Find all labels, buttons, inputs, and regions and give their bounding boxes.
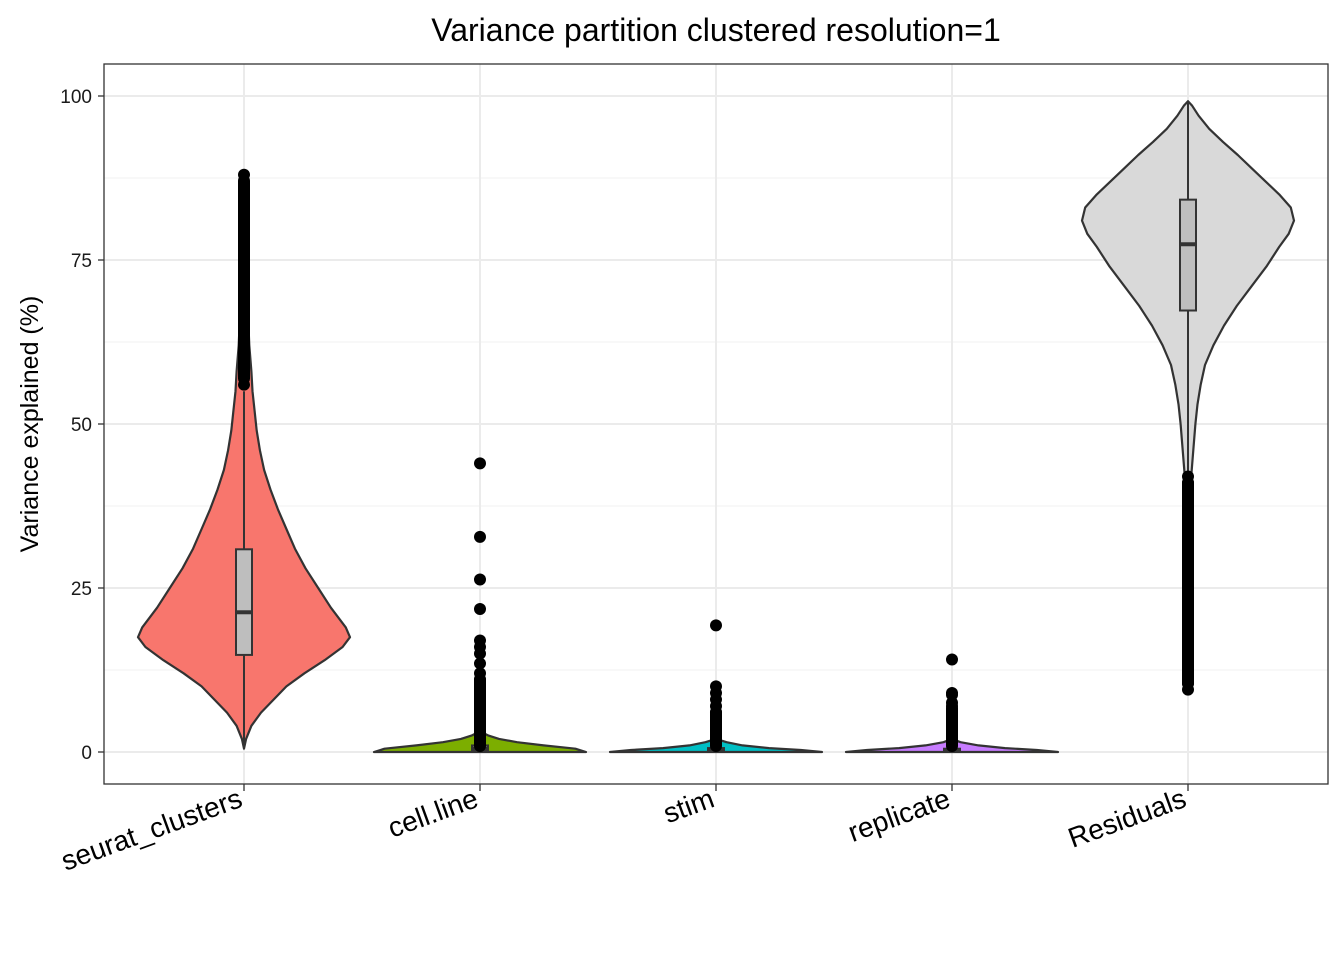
outlier-point [474, 530, 486, 543]
outlier-point [474, 634, 486, 647]
y-tick-label: 50 [71, 415, 92, 436]
outlier-point [474, 602, 486, 615]
box-seurat_clusters [235, 548, 253, 656]
y-tick-label: 75 [71, 251, 92, 272]
x-tick-label: seurat_clusters [57, 783, 246, 877]
y-axis-label: Variance explained (%) [16, 296, 44, 553]
y-tick-label: 25 [71, 579, 92, 600]
outlier-band [238, 174, 250, 385]
x-tick-label: Residuals [1064, 783, 1190, 854]
outlier-point [474, 457, 486, 470]
outlier-point [474, 573, 486, 586]
outlier-point [474, 657, 486, 670]
x-tick-label: cell.line [384, 783, 482, 844]
outlier-band [474, 673, 486, 752]
outlier-point [710, 619, 722, 632]
chart-title: Variance partition clustered resolution=… [431, 12, 1001, 48]
box-Residuals [1179, 198, 1197, 312]
y-axis: 0 25 50 75 100 [60, 87, 104, 764]
outlier-points [238, 168, 1194, 752]
outlier-point [946, 653, 958, 666]
outlier-point [710, 680, 722, 693]
outlier-band [1182, 476, 1194, 690]
x-tick-label: stim [659, 783, 718, 830]
x-axis: seurat_clusters cell.line stim replicate Res… [57, 783, 1190, 877]
y-tick-label: 100 [60, 87, 92, 108]
outlier-point [946, 686, 958, 699]
outlier-band [710, 706, 722, 752]
x-tick-label: replicate [844, 783, 954, 848]
outlier-band [946, 702, 958, 752]
y-tick-label: 0 [81, 743, 92, 764]
